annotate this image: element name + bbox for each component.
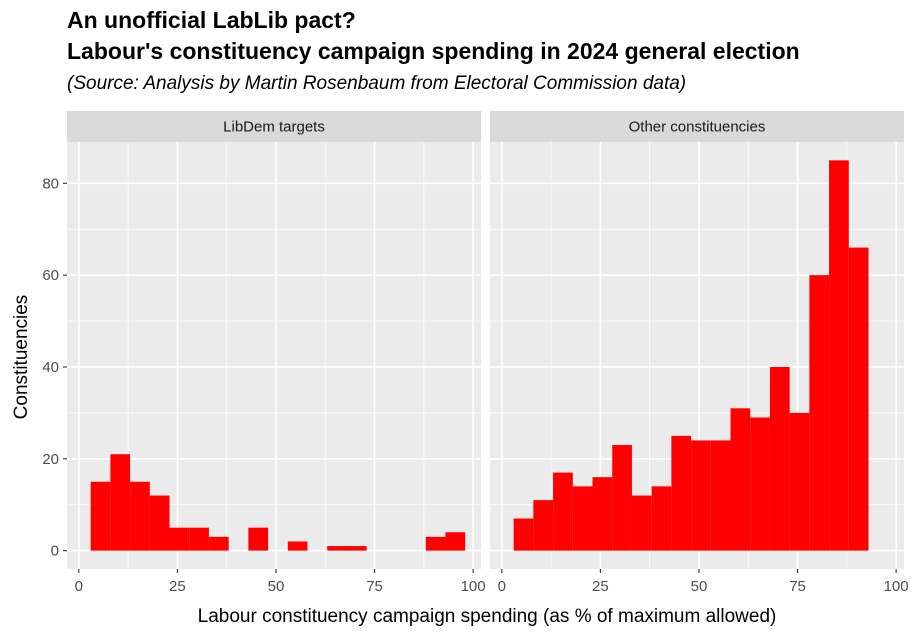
y-tick-label: 0 [51, 543, 59, 560]
x-tick-label: 100 [884, 578, 909, 595]
panel-2-strip-label: Other constituencies [629, 119, 766, 136]
histogram-bar [110, 454, 131, 551]
histogram-bar [189, 527, 209, 551]
histogram-bar [769, 366, 790, 551]
histogram-bar [691, 440, 711, 551]
histogram-bar [710, 440, 731, 551]
x-tick-label: 0 [75, 578, 83, 595]
chart-subtitle: (Source: Analysis by Martin Rosenbaum fr… [67, 73, 687, 94]
histogram-bar [533, 500, 554, 551]
histogram-bar [809, 275, 830, 551]
histogram-bar [169, 527, 190, 551]
histogram-bar [592, 477, 613, 551]
y-axis-title: Constituencies [11, 295, 32, 420]
histogram-bar [445, 532, 466, 551]
histogram-bar [425, 536, 446, 551]
histogram-bar [90, 481, 111, 551]
histogram-bar [750, 417, 770, 551]
chart-title: An unofficial LabLib pact? [67, 7, 356, 33]
panel-1-strip [67, 111, 481, 142]
x-axis-title: Labour constituency campaign spending (a… [198, 606, 777, 627]
histogram-bar [631, 495, 652, 551]
histogram-bar [327, 546, 347, 551]
histogram-bar [553, 472, 573, 551]
panel-1-strip-label: LibDem targets [223, 119, 325, 136]
y-tick-label: 20 [42, 451, 59, 468]
histogram-bar [612, 445, 632, 551]
x-tick-label: 25 [169, 578, 186, 595]
histogram-bar [149, 495, 170, 551]
x-tick-label: 0 [498, 578, 506, 595]
x-tick-label: 75 [789, 578, 806, 595]
panel-2-strip [490, 111, 904, 142]
y-tick-label: 40 [42, 359, 59, 376]
histogram-bar [346, 546, 367, 551]
y-tick-label: 80 [42, 175, 59, 192]
histogram-bar [829, 160, 849, 551]
histogram-bar [730, 408, 751, 551]
x-tick-label: 100 [461, 578, 486, 595]
x-tick-label: 50 [691, 578, 708, 595]
y-tick-label: 60 [42, 267, 59, 284]
histogram-bar [848, 247, 869, 551]
x-tick-label: 75 [366, 578, 383, 595]
x-tick-label: 25 [592, 578, 609, 595]
histogram-bar [287, 541, 308, 551]
histogram-bar [513, 518, 534, 551]
histogram-bar [651, 486, 672, 551]
histogram-bar [572, 486, 593, 551]
histogram-bar [671, 435, 692, 551]
histogram-bar [248, 527, 269, 551]
x-tick-label: 50 [268, 578, 285, 595]
histogram-bar [789, 412, 810, 551]
chart-title-line-2: Labour's constituency campaign spending … [67, 38, 800, 64]
histogram-bar [208, 536, 229, 551]
histogram-bar [130, 481, 150, 551]
